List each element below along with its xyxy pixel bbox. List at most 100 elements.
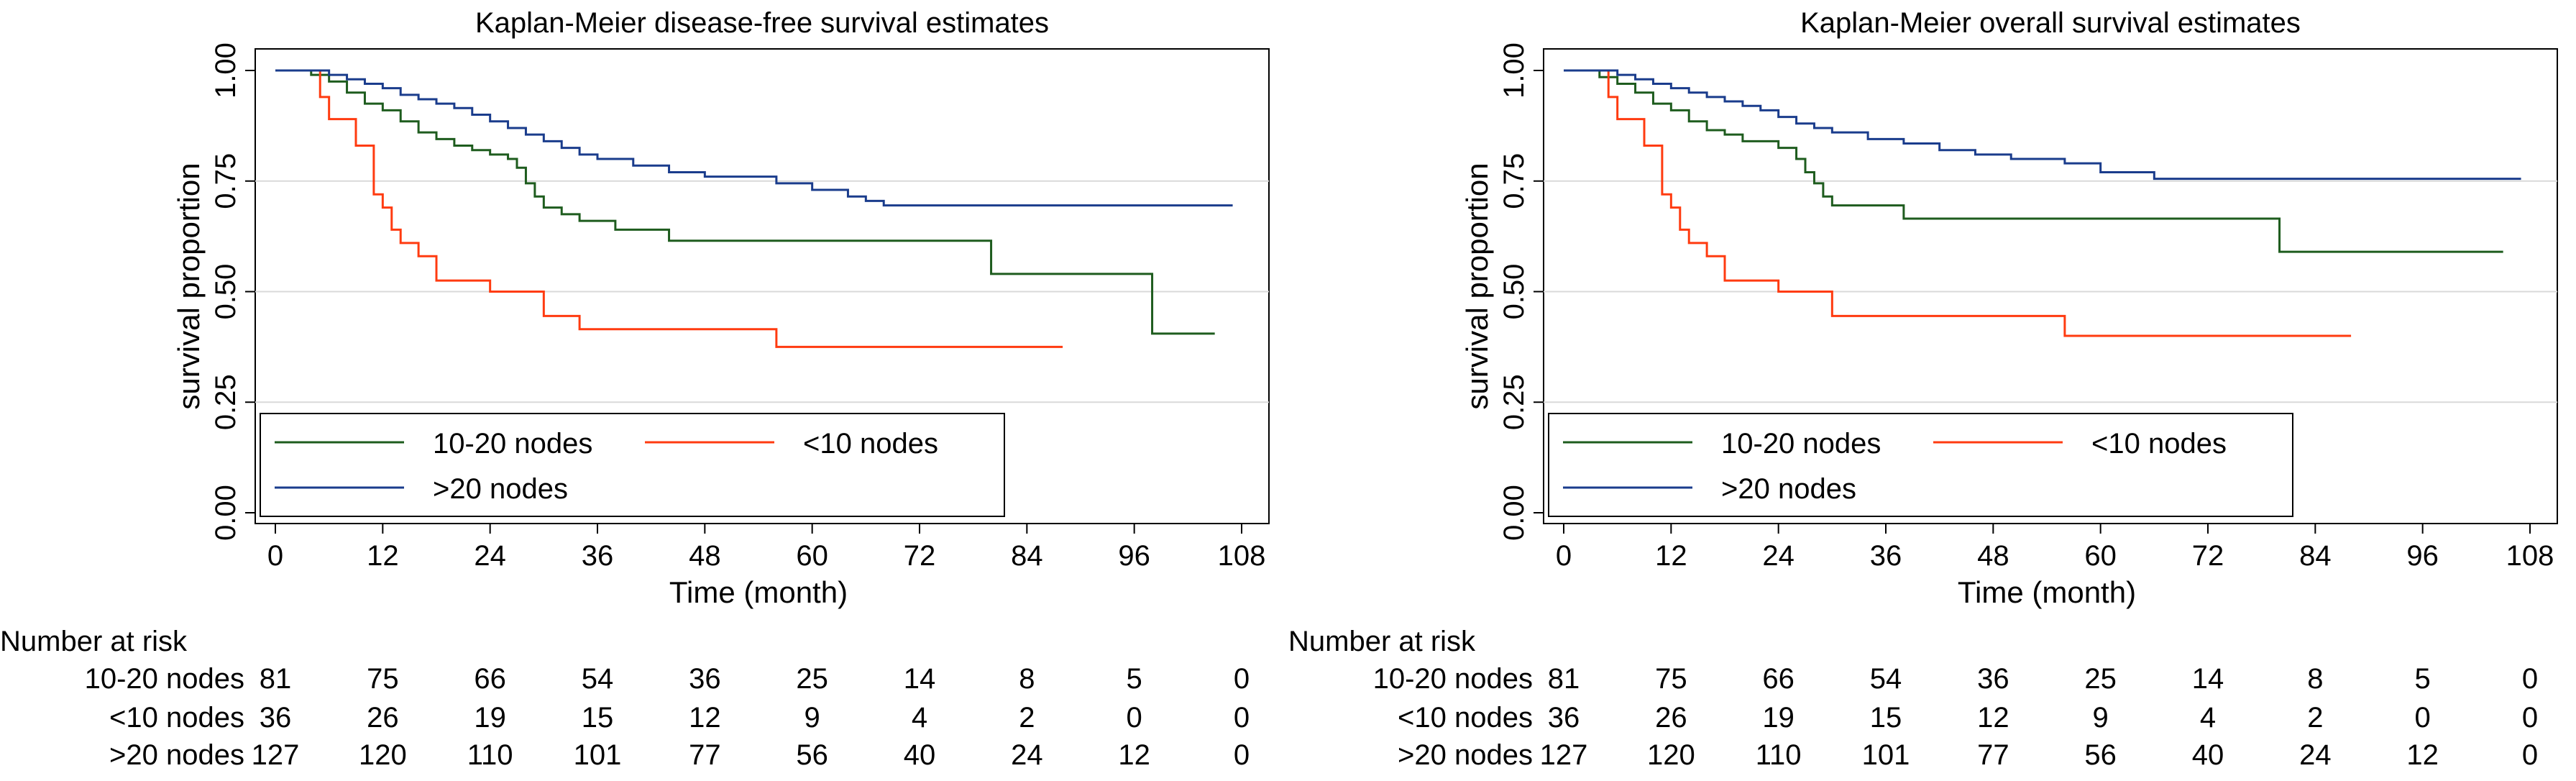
risk-cell: 110	[1756, 739, 1802, 771]
risk-table-header: Number at risk	[0, 626, 188, 657]
risk-cell: 14	[2192, 663, 2224, 695]
risk-cell: 81	[1548, 663, 1580, 695]
risk-cell: 40	[904, 739, 936, 771]
x-tick-label: 84	[1011, 540, 1043, 572]
risk-row-label: <10 nodes	[1398, 702, 1533, 734]
risk-cell: 54	[1870, 663, 1902, 695]
chart-title: Kaplan-Meier disease-free survival estim…	[475, 7, 1049, 39]
risk-cell: 24	[1011, 739, 1043, 771]
risk-cell: 0	[2415, 702, 2431, 734]
risk-cell: 101	[574, 739, 622, 771]
x-tick-label: 72	[904, 540, 936, 572]
risk-cell: 14	[904, 663, 936, 695]
y-tick-label: 0.75	[210, 153, 242, 209]
km-curve-10-nodes	[275, 69, 1063, 348]
y-tick-label: 1.00	[1498, 42, 1530, 99]
km-curve-20-nodes	[1564, 69, 2521, 181]
risk-cell: 19	[1762, 702, 1795, 734]
risk-cell: 5	[1127, 663, 1142, 695]
y-tick-label: 1.00	[210, 42, 242, 99]
legend-label-10-20-nodes: 10-20 nodes	[1721, 428, 1881, 460]
km-plot-disease-free: Kaplan-Meier disease-free survival estim…	[0, 7, 1270, 771]
risk-cell: 12	[689, 702, 721, 734]
risk-cell: 54	[582, 663, 614, 695]
risk-row-label: 10-20 nodes	[85, 663, 244, 695]
risk-cell: 110	[467, 739, 513, 771]
x-tick-label: 60	[796, 540, 828, 572]
risk-cell: 75	[1655, 663, 1687, 695]
x-tick-label: 108	[2506, 540, 2554, 572]
risk-cell: 25	[2084, 663, 2117, 695]
risk-cell: 4	[2200, 702, 2216, 734]
km-curve-10-nodes	[1564, 69, 2352, 337]
plot-frame	[1543, 48, 2558, 524]
risk-cell: 0	[1127, 702, 1142, 734]
x-tick-label: 108	[1218, 540, 1266, 572]
x-tick-label: 12	[1655, 540, 1687, 572]
risk-cell: 77	[689, 739, 721, 771]
chart-title: Kaplan-Meier overall survival estimates	[1800, 7, 2301, 39]
km-curve-20-nodes	[275, 69, 1233, 207]
risk-row-label: >20 nodes	[1398, 739, 1533, 771]
risk-cell: 9	[2093, 702, 2109, 734]
x-tick-label: 96	[2406, 540, 2439, 572]
chart-panel-disease-free: Kaplan-Meier disease-free survival estim…	[0, 0, 1287, 781]
risk-cell: 101	[1862, 739, 1910, 771]
risk-cell: 8	[2307, 663, 2323, 695]
x-tick-label: 24	[474, 540, 506, 572]
y-tick-label: 0.00	[1498, 485, 1530, 541]
legend-box	[1548, 413, 2293, 517]
y-tick-label: 0.50	[210, 264, 242, 320]
risk-cell: 81	[260, 663, 292, 695]
km-curve-10-20-nodes	[1564, 69, 2503, 253]
risk-cell: 36	[689, 663, 721, 695]
y-tick-label: 0.25	[210, 374, 242, 430]
x-tick-label: 60	[2084, 540, 2117, 572]
x-tick-label: 72	[2192, 540, 2224, 572]
risk-row-label: 10-20 nodes	[1373, 663, 1533, 695]
x-tick-label: 48	[689, 540, 721, 572]
risk-cell: 0	[1234, 739, 1250, 771]
legend-box	[260, 413, 1005, 517]
risk-cell: 24	[2299, 739, 2332, 771]
y-tick-label: 0.75	[1498, 153, 1530, 209]
risk-row-label: <10 nodes	[109, 702, 244, 734]
risk-cell: 12	[2406, 739, 2439, 771]
risk-cell: 0	[1234, 663, 1250, 695]
y-axis-label: survival proportion	[1460, 163, 1494, 409]
x-tick-label: 96	[1118, 540, 1150, 572]
risk-cell: 120	[1647, 739, 1695, 771]
legend-label-10-20-nodes: 10-20 nodes	[433, 428, 592, 460]
risk-cell: 40	[2192, 739, 2224, 771]
legend-label-10-nodes: <10 nodes	[803, 428, 938, 460]
risk-cell: 66	[474, 663, 506, 695]
risk-cell: 36	[1977, 663, 2009, 695]
risk-cell: 0	[1234, 702, 1250, 734]
x-tick-label: 0	[267, 540, 283, 572]
risk-cell: 127	[252, 739, 300, 771]
risk-cell: 56	[2084, 739, 2117, 771]
legend-label-10-nodes: <10 nodes	[2091, 428, 2227, 460]
risk-cell: 26	[367, 702, 399, 734]
x-axis-label: Time (month)	[1958, 575, 2136, 609]
risk-row-label: >20 nodes	[109, 739, 244, 771]
risk-cell: 75	[367, 663, 399, 695]
x-tick-label: 36	[1870, 540, 1902, 572]
x-tick-label: 48	[1977, 540, 2009, 572]
x-tick-label: 0	[1556, 540, 1572, 572]
risk-cell: 36	[260, 702, 292, 734]
risk-cell: 36	[1548, 702, 1580, 734]
risk-cell: 56	[796, 739, 828, 771]
y-tick-label: 0.50	[1498, 264, 1530, 320]
km-plot-overall: Kaplan-Meier overall survival estimates 0…	[1288, 7, 2558, 771]
x-axis-label: Time (month)	[669, 575, 848, 609]
risk-cell: 15	[582, 702, 614, 734]
y-tick-label: 0.25	[1498, 374, 1530, 430]
risk-cell: 8	[1019, 663, 1035, 695]
risk-cell: 15	[1870, 702, 1902, 734]
legend-label-20-nodes: >20 nodes	[1721, 473, 1856, 505]
y-tick-label: 0.00	[210, 485, 242, 541]
risk-cell: 26	[1655, 702, 1687, 734]
risk-cell: 120	[359, 739, 407, 771]
